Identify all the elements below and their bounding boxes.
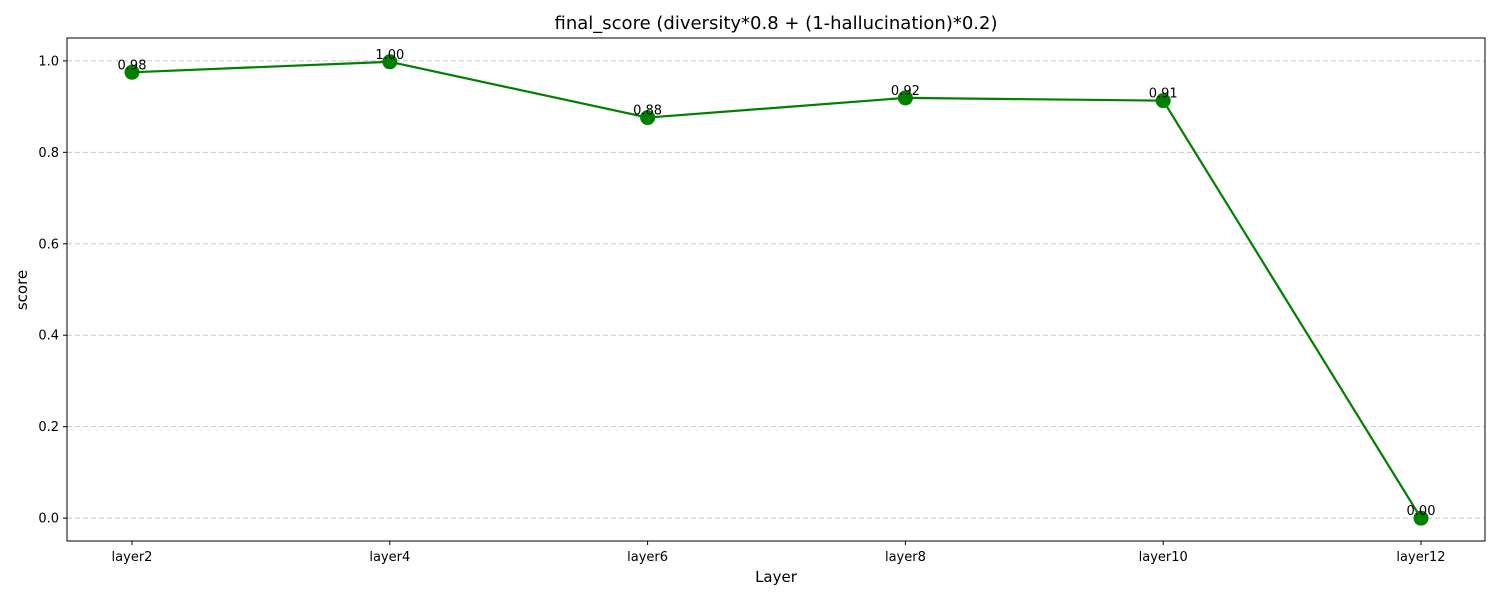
data-point — [897, 90, 913, 106]
gridlines — [67, 60, 1485, 519]
y-tick-label: 0.0 — [38, 512, 59, 527]
x-tick-label: layer12 — [1396, 550, 1445, 565]
y-tick-label: 0.2 — [38, 420, 59, 435]
series-points — [124, 54, 1429, 526]
y-tick-label: 0.4 — [38, 329, 59, 344]
x-tick-label: layer6 — [627, 550, 668, 565]
y-tick-label: 0.6 — [38, 237, 59, 252]
x-axis-label: Layer — [755, 568, 798, 586]
data-label: 0.92 — [891, 84, 920, 99]
series-line — [131, 60, 1422, 519]
axis-ticks: 0.0 0.2 0.4 0.6 0.8 1.0 layer2 layer4 layer6 laye… — [38, 54, 1445, 565]
data-point — [382, 54, 398, 70]
data-point — [124, 64, 140, 80]
data-point — [640, 110, 656, 126]
data-label: 0.00 — [1407, 504, 1436, 519]
chart-title: final_score (diversity*0.8 + (1-hallucin… — [555, 13, 998, 34]
x-tick-label: layer8 — [885, 550, 926, 565]
data-label: 0.91 — [1149, 87, 1178, 102]
data-label: 1.00 — [375, 48, 404, 63]
y-tick-label: 0.8 — [38, 146, 59, 161]
x-tick-label: layer10 — [1139, 550, 1188, 565]
series-line-path — [131, 60, 1422, 519]
data-labels: 0.98 1.00 0.88 0.92 0.91 0.00 — [118, 48, 1436, 519]
data-point — [1413, 510, 1429, 526]
x-tick-label: layer4 — [369, 550, 410, 565]
plot-frame — [66, 37, 1486, 542]
y-axis-label: score — [13, 270, 31, 310]
x-tick-label: layer2 — [112, 550, 153, 565]
data-point — [1155, 93, 1171, 109]
data-label: 0.98 — [118, 58, 147, 73]
y-tick-label: 1.0 — [38, 54, 59, 69]
data-label: 0.88 — [633, 104, 662, 119]
